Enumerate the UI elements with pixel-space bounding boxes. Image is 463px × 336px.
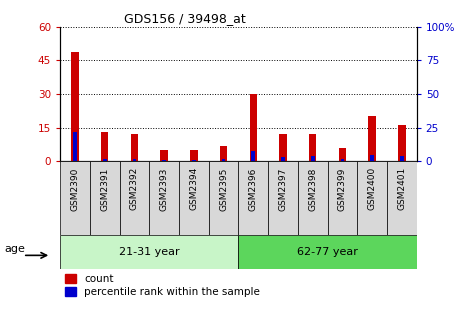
Text: GSM2394: GSM2394 (189, 167, 198, 210)
Bar (220, 145, 227, 161)
Bar (309, 134, 316, 161)
Bar (370, 155, 374, 161)
Bar (132, 159, 136, 161)
Bar (238, 161, 268, 235)
Bar (163, 160, 166, 161)
Text: age: age (5, 244, 25, 254)
Bar (251, 151, 255, 161)
Bar (398, 125, 406, 161)
Bar (311, 156, 314, 161)
Text: GSM2392: GSM2392 (130, 167, 139, 210)
Bar (190, 150, 198, 161)
Bar (149, 161, 179, 235)
Bar (73, 132, 77, 161)
Bar (161, 150, 168, 161)
Bar (209, 161, 238, 235)
Bar (339, 148, 346, 161)
Text: GSM2398: GSM2398 (308, 167, 317, 211)
Bar (238, 235, 417, 269)
Text: GSM2399: GSM2399 (338, 167, 347, 211)
Text: GSM2400: GSM2400 (368, 167, 376, 210)
Bar (250, 94, 257, 161)
Bar (298, 161, 328, 235)
Text: GDS156 / 39498_at: GDS156 / 39498_at (124, 12, 246, 25)
Bar (222, 159, 225, 161)
Bar (279, 134, 287, 161)
Bar (328, 161, 357, 235)
Bar (281, 157, 285, 161)
Bar (103, 159, 106, 161)
Bar (90, 161, 119, 235)
Bar (400, 156, 404, 161)
Bar (341, 159, 344, 161)
Bar (268, 161, 298, 235)
Text: GSM2390: GSM2390 (70, 167, 80, 211)
Bar (101, 132, 108, 161)
Text: 21-31 year: 21-31 year (119, 247, 180, 257)
Bar (119, 161, 149, 235)
Bar (71, 51, 79, 161)
Bar (192, 160, 196, 161)
Bar (387, 161, 417, 235)
Bar (179, 161, 209, 235)
Text: GSM2401: GSM2401 (397, 167, 407, 210)
Bar (369, 117, 376, 161)
Bar (131, 134, 138, 161)
Legend: count, percentile rank within the sample: count, percentile rank within the sample (65, 274, 260, 297)
Text: GSM2397: GSM2397 (279, 167, 288, 211)
Bar (60, 235, 238, 269)
Bar (60, 161, 90, 235)
Text: GSM2391: GSM2391 (100, 167, 109, 211)
Text: GSM2396: GSM2396 (249, 167, 258, 211)
Bar (357, 161, 387, 235)
Text: 62-77 year: 62-77 year (297, 247, 358, 257)
Text: GSM2393: GSM2393 (160, 167, 169, 211)
Text: GSM2395: GSM2395 (219, 167, 228, 211)
